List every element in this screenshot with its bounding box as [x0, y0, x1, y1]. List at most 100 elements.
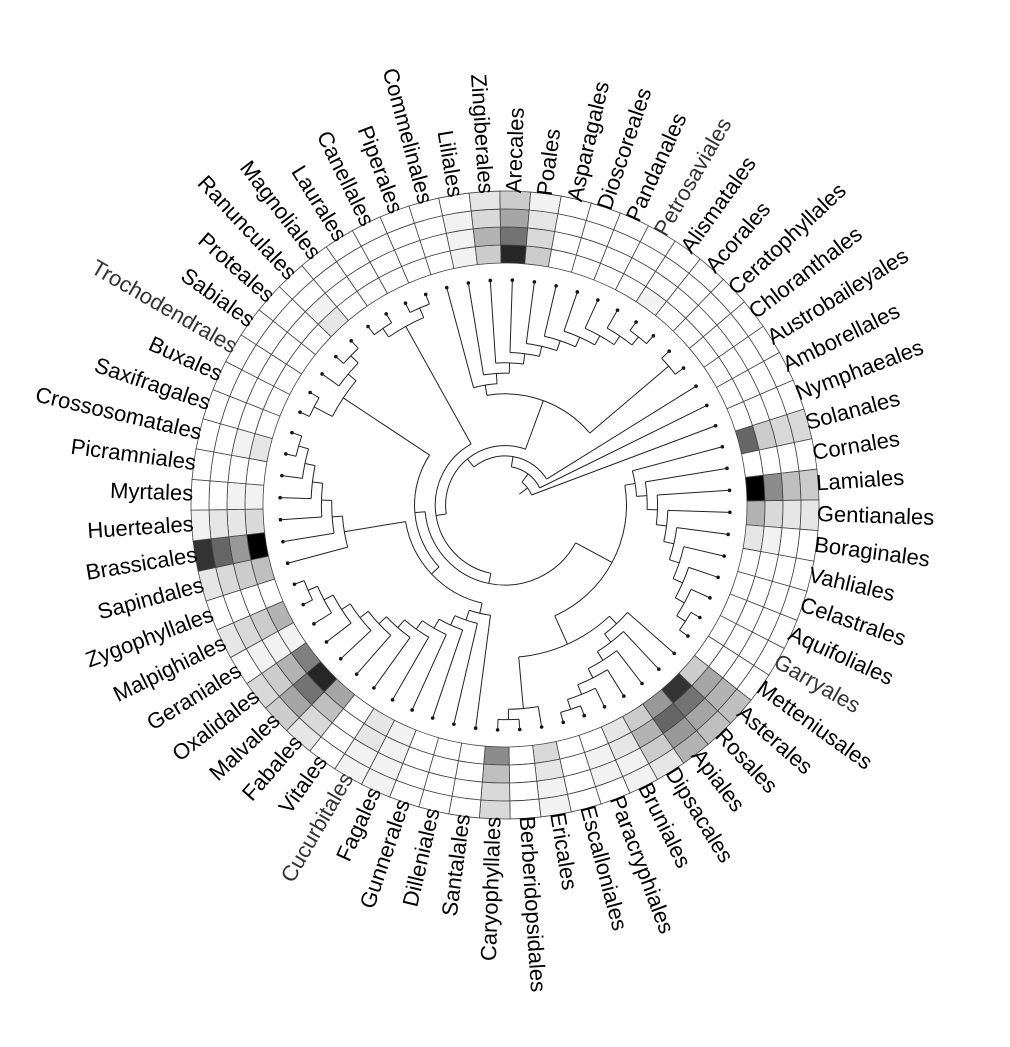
tree-branch	[484, 385, 488, 396]
tree-branch	[347, 373, 357, 382]
tree-arc	[508, 706, 539, 710]
tree-branch	[340, 630, 372, 660]
tree-branch	[287, 546, 348, 564]
tree-branch	[291, 432, 302, 437]
tree-arc	[587, 650, 618, 670]
tree-branch	[332, 515, 343, 518]
tip-label: Huerteales	[87, 511, 195, 543]
tree-branch	[509, 280, 513, 353]
tree-branch	[313, 406, 333, 417]
heatmap-cell	[780, 470, 802, 501]
tip-label: Zingiberales	[466, 73, 499, 194]
tree-branch	[531, 425, 716, 496]
tree-branch	[397, 619, 405, 628]
tree-branch	[522, 353, 526, 365]
tree-branch	[537, 706, 543, 728]
heatmap-cell	[226, 508, 248, 538]
tree-branch	[645, 467, 728, 483]
tree-branch	[299, 411, 310, 417]
heatmap-cell	[208, 509, 230, 540]
tree-branch	[313, 612, 332, 625]
tree-arc	[668, 527, 678, 560]
tree-branch	[475, 615, 491, 729]
tree-branch	[554, 615, 568, 645]
tree-branch	[580, 705, 585, 716]
phylogenetic-tree	[278, 278, 732, 732]
tree-branch	[636, 495, 647, 497]
heatmap-cell	[478, 799, 511, 820]
heatmap-cell	[524, 245, 553, 268]
heatmap-cell	[190, 478, 211, 511]
tree-arc	[584, 327, 615, 346]
tree-arc	[679, 612, 692, 631]
tree-branch	[575, 337, 581, 347]
tree-branch	[282, 532, 335, 543]
heatmap-cell	[226, 481, 247, 510]
tree-branch	[298, 445, 309, 450]
tree-branch	[309, 392, 320, 399]
tree-branch	[543, 285, 557, 337]
tree-branch	[510, 456, 514, 467]
tree-branch	[419, 307, 425, 318]
tree-arc	[629, 330, 647, 344]
tree-branch	[606, 309, 618, 329]
tree-branch	[596, 651, 604, 661]
heatmap-cell	[468, 190, 501, 212]
tree-arc	[511, 466, 541, 489]
tree-branch	[479, 603, 483, 614]
tree-branch	[675, 597, 685, 604]
tree-arc	[577, 669, 608, 686]
tip-label: Gentianales	[816, 501, 934, 530]
tree-branch	[609, 615, 617, 625]
tree-branch	[657, 489, 730, 496]
tree-branch	[674, 367, 684, 375]
tree-branch	[525, 281, 535, 344]
tree-branch	[304, 463, 316, 467]
tree-branch	[690, 611, 701, 618]
heatmap-cell	[472, 226, 502, 248]
tree-arc	[349, 603, 372, 631]
tree-arc	[421, 620, 447, 635]
tree-branch	[688, 566, 719, 578]
heatmap-cell	[508, 762, 538, 784]
tree-branch	[538, 346, 543, 357]
tree-branch	[359, 610, 369, 619]
tree-branch	[661, 350, 670, 359]
tree-branch	[356, 634, 392, 675]
heatmap-cell	[745, 500, 766, 527]
heatmap-cell	[245, 457, 268, 486]
tree-branch	[467, 282, 485, 375]
tree-branch	[563, 291, 578, 332]
tree-branch	[518, 719, 521, 730]
tree-branch	[613, 335, 621, 345]
tree-branch	[433, 618, 440, 629]
tree-branch	[281, 475, 303, 479]
tree-branch	[584, 299, 599, 329]
tree-branch	[589, 365, 669, 434]
tree-branch	[425, 294, 430, 305]
tree-branch	[567, 699, 572, 710]
tree-arc	[518, 615, 610, 658]
heatmap-cell	[776, 379, 805, 415]
tree-branch	[294, 580, 305, 585]
tree-branch	[385, 313, 393, 323]
tip-label: Santalales	[437, 812, 475, 917]
tree-branch	[624, 483, 636, 486]
tree-branch	[627, 612, 675, 654]
tip-label: Cornales	[811, 426, 902, 465]
tree-branch	[405, 326, 472, 445]
tree-arc	[521, 481, 533, 496]
heatmap-cell	[781, 499, 802, 530]
tree-branch	[326, 622, 352, 643]
tree-branch	[450, 615, 456, 626]
tree-branch	[392, 636, 430, 701]
tree-arc	[445, 445, 526, 515]
tree-branch	[519, 487, 528, 495]
tree-branch	[321, 373, 340, 387]
tree-branch	[350, 340, 359, 349]
heatmap-cell	[508, 744, 536, 766]
tree-branch	[556, 340, 561, 351]
tip-label: Myrtales	[110, 478, 194, 506]
tree-branch	[616, 650, 643, 684]
tree-arc	[674, 567, 690, 599]
